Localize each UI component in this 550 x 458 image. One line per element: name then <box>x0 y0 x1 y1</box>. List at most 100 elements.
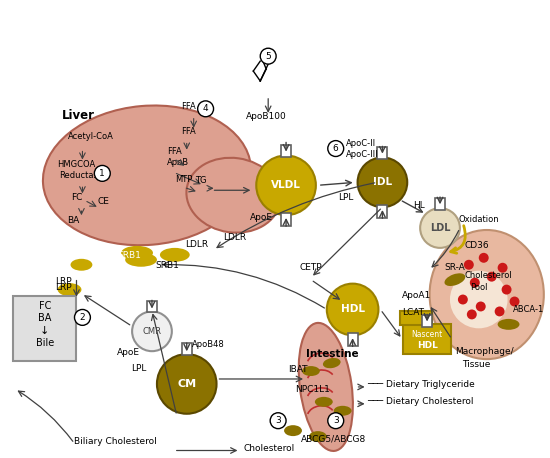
Text: MTP: MTP <box>175 175 192 184</box>
Text: FFA: FFA <box>181 102 196 111</box>
Circle shape <box>478 253 489 263</box>
Text: CD36: CD36 <box>465 241 490 250</box>
Text: FFA: FFA <box>167 147 182 156</box>
Text: Bile: Bile <box>36 338 54 348</box>
Text: ApoB100: ApoB100 <box>246 112 287 121</box>
FancyBboxPatch shape <box>400 311 432 325</box>
Text: IBAT: IBAT <box>288 365 307 374</box>
Text: CMR: CMR <box>142 327 162 336</box>
Text: NPC1L1: NPC1L1 <box>295 385 330 394</box>
Text: 6: 6 <box>333 144 339 153</box>
Text: Biliary Cholesterol: Biliary Cholesterol <box>74 436 157 446</box>
Text: Cholesterol: Cholesterol <box>243 443 295 453</box>
Circle shape <box>260 48 276 64</box>
Circle shape <box>509 296 520 306</box>
Text: ApoB48: ApoB48 <box>192 340 224 349</box>
Text: 5: 5 <box>265 52 271 60</box>
Text: Liver: Liver <box>62 109 95 122</box>
Ellipse shape <box>125 253 157 267</box>
Text: LPL: LPL <box>338 193 353 202</box>
Text: BA: BA <box>68 216 80 225</box>
Circle shape <box>420 208 460 248</box>
Text: HMGCOA: HMGCOA <box>58 160 96 169</box>
Circle shape <box>256 156 316 215</box>
Circle shape <box>132 311 172 351</box>
Text: FC: FC <box>72 193 83 202</box>
Circle shape <box>498 263 508 273</box>
Text: LDLR: LDLR <box>223 233 246 242</box>
Text: CE: CE <box>97 197 109 206</box>
Text: CETP: CETP <box>300 263 323 272</box>
Ellipse shape <box>498 319 520 330</box>
Ellipse shape <box>160 248 190 262</box>
Text: ABCA-1: ABCA-1 <box>513 305 544 315</box>
Circle shape <box>494 306 504 316</box>
Circle shape <box>270 413 286 429</box>
Ellipse shape <box>43 105 251 245</box>
Text: BA: BA <box>38 313 51 323</box>
Text: ─── Dietary Triglyceride: ─── Dietary Triglyceride <box>367 380 475 389</box>
Circle shape <box>470 278 480 288</box>
Circle shape <box>95 165 110 181</box>
FancyBboxPatch shape <box>147 300 157 312</box>
FancyBboxPatch shape <box>13 295 76 361</box>
Ellipse shape <box>302 366 320 376</box>
Text: CM: CM <box>177 379 196 389</box>
Text: ↓: ↓ <box>40 326 50 336</box>
Circle shape <box>157 354 217 414</box>
Text: ApoC-II: ApoC-II <box>345 139 376 147</box>
Circle shape <box>328 141 344 157</box>
Text: FFA: FFA <box>181 127 196 136</box>
FancyBboxPatch shape <box>182 343 192 355</box>
Text: LRP: LRP <box>54 277 72 286</box>
Circle shape <box>458 294 468 305</box>
Text: FC: FC <box>39 301 51 311</box>
Circle shape <box>74 310 90 325</box>
Text: ─── Dietary Cholesterol: ─── Dietary Cholesterol <box>367 397 474 406</box>
Text: Oxidation: Oxidation <box>459 215 499 224</box>
Ellipse shape <box>430 230 544 359</box>
Circle shape <box>464 260 474 270</box>
Ellipse shape <box>315 397 333 407</box>
Text: Pool: Pool <box>470 283 487 292</box>
Text: 4: 4 <box>203 104 208 113</box>
Text: LDLR: LDLR <box>185 240 208 249</box>
Text: TG: TG <box>195 176 206 185</box>
Ellipse shape <box>58 283 81 296</box>
Text: LRP: LRP <box>54 283 72 292</box>
Text: 1: 1 <box>100 169 105 178</box>
Circle shape <box>476 301 486 311</box>
Circle shape <box>467 310 477 319</box>
FancyBboxPatch shape <box>422 316 432 327</box>
Text: ApoB: ApoB <box>167 158 189 168</box>
Ellipse shape <box>186 158 280 233</box>
Ellipse shape <box>444 273 465 286</box>
Text: Intestine: Intestine <box>306 349 359 359</box>
Text: Macrophage/: Macrophage/ <box>455 347 514 356</box>
Text: ApoC-III: ApoC-III <box>345 151 378 159</box>
Text: LDL: LDL <box>430 223 450 233</box>
Text: LPL: LPL <box>131 364 146 373</box>
Text: ApoE: ApoE <box>117 348 140 357</box>
Ellipse shape <box>450 271 508 328</box>
Text: HDL: HDL <box>417 341 438 350</box>
Text: ApoA1: ApoA1 <box>402 290 432 300</box>
Circle shape <box>487 272 497 282</box>
Text: HDL: HDL <box>340 305 365 315</box>
Ellipse shape <box>299 323 353 451</box>
Ellipse shape <box>334 406 351 416</box>
FancyBboxPatch shape <box>435 198 445 210</box>
Text: Reductase: Reductase <box>59 171 104 180</box>
Text: IDL: IDL <box>373 177 392 187</box>
Ellipse shape <box>121 246 153 260</box>
Text: Cholesterol: Cholesterol <box>465 271 513 280</box>
Text: 3: 3 <box>333 416 339 425</box>
Ellipse shape <box>284 425 302 436</box>
Circle shape <box>197 101 213 117</box>
FancyBboxPatch shape <box>281 213 291 226</box>
Text: 2: 2 <box>80 313 85 322</box>
Text: SRB1: SRB1 <box>155 261 179 270</box>
Text: ApoE: ApoE <box>250 213 273 222</box>
Text: LCAT: LCAT <box>402 308 424 317</box>
FancyBboxPatch shape <box>403 324 451 354</box>
